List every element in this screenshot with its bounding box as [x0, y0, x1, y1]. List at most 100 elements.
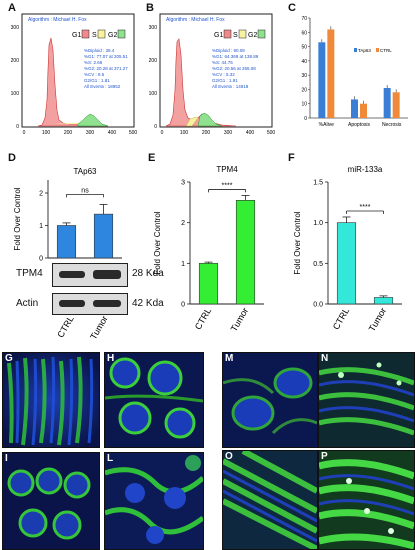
y-tick-label: 2: [39, 191, 43, 198]
legend-label: TAp63: [358, 48, 371, 53]
stat-line: %Diploid : 90.08: [212, 48, 245, 53]
blot-lane-labels: CTRL Tumor: [55, 314, 109, 341]
stat-line: All Events : 14918: [212, 84, 249, 89]
category-label: Necrosis: [382, 122, 402, 128]
y-tick: 200: [11, 58, 20, 64]
panel-label-i: I: [5, 453, 8, 464]
stat-line: %Diploid : 39.4: [84, 48, 115, 53]
panel-label-g: G: [5, 353, 13, 364]
panel-label-n: N: [321, 353, 329, 364]
bar: [336, 222, 357, 305]
stat-line: G2/G1 : 1.81: [84, 78, 110, 83]
tpm4-blot: [52, 263, 128, 287]
category-label: Tumor: [229, 306, 250, 333]
panel-label-f: F: [288, 152, 295, 164]
stat-line: %G1: 64.369 at 138.89: [212, 54, 259, 59]
stat-line: %S: 44.75: [212, 60, 233, 65]
x-tick: 500: [129, 130, 138, 136]
y-tick-label: 30: [301, 73, 307, 79]
panel-label-h: H: [107, 353, 115, 364]
x-tick: 200: [202, 130, 211, 136]
panel-label-p: P: [321, 451, 328, 462]
algorithm-label: Algorithm : Michael H. Fox: [166, 17, 225, 23]
x-tick: 400: [246, 130, 255, 136]
micrograph-o: [222, 450, 318, 550]
lane-label: CTRL: [55, 314, 75, 339]
micrograph-i: [2, 452, 100, 550]
x-tick: 100: [42, 130, 51, 136]
y-tick-label: 50: [301, 45, 307, 51]
bar: [56, 225, 77, 259]
y-tick-label: 1.0: [313, 220, 323, 227]
blot-row-size: 42 Kda: [132, 298, 164, 309]
micrograph-m: [222, 352, 318, 448]
y-tick-label: 70: [301, 16, 307, 22]
bar-ctrl: [360, 103, 367, 118]
panel-label-c: C: [288, 2, 296, 14]
stat-line: %G2: 20.56 at 265.08: [212, 66, 256, 71]
x-tick: 500: [267, 130, 276, 136]
x-tick: 400: [108, 130, 117, 136]
category-label: CTRL: [331, 306, 351, 331]
blot-band: [93, 270, 121, 279]
panel-label-d: D: [8, 152, 16, 164]
stat-line: G2/G1 : 1.91: [212, 78, 238, 83]
y-tick-label: 20: [301, 87, 307, 93]
legend-g1: G1: [214, 32, 223, 39]
stat-line: %G2: 20.28 at 371.27: [84, 66, 128, 71]
category-label: CTRL: [193, 306, 213, 331]
micrograph-l: [104, 452, 204, 550]
y-tick-label: 0: [39, 256, 43, 263]
legend-swatch: [376, 48, 379, 52]
micrograph-g: [2, 352, 100, 448]
bar: [198, 263, 219, 305]
blot-band: [93, 300, 121, 307]
y-axis-label: Fold Over Control: [293, 211, 302, 274]
y-tick-label: 3: [181, 180, 185, 187]
y-tick-label: 10: [301, 102, 307, 108]
significance-label: ****: [222, 182, 233, 189]
y-tick: 100: [11, 91, 20, 97]
y-tick-label: 0: [181, 302, 185, 309]
panel-label-b: B: [146, 2, 154, 14]
legend-g2: G2: [108, 32, 117, 39]
legend-s: S: [92, 32, 97, 39]
micrograph-p: [318, 450, 415, 550]
blot-row-label: Actin: [16, 298, 39, 309]
bar-tap63: [351, 99, 358, 118]
y-tick-label: 1.5: [313, 180, 323, 187]
y-tick: 0: [16, 124, 19, 130]
x-tick: 100: [180, 130, 189, 136]
y-tick-label: 0.0: [313, 302, 323, 309]
panel-label-l: L: [107, 453, 114, 464]
bar-ctrl: [327, 29, 335, 118]
x-tick: 0: [161, 130, 164, 136]
bar-tap63: [383, 88, 391, 118]
category-label: Tumor: [367, 306, 388, 333]
y-tick-label: 40: [301, 59, 307, 65]
stat-line: All Events : 18952: [84, 84, 121, 89]
stat-line: %G1: 77.07 at 205.51: [84, 54, 128, 59]
y-tick: 100: [149, 91, 158, 97]
legend-label: CTRL: [380, 48, 392, 53]
x-tick: 300: [86, 130, 95, 136]
legend-g1: G1: [72, 32, 81, 39]
bar-ctrl: [392, 92, 400, 118]
micrograph-n: [318, 352, 415, 448]
y-axis-label: Fold Over Control: [153, 211, 162, 274]
panel-label-o: O: [225, 451, 233, 462]
blot-band: [59, 300, 85, 307]
blot-band: [59, 271, 85, 278]
tap63-bar-chart: TAp63 Fold Over Control 0 1 2 ns: [13, 167, 122, 263]
legend-s: S: [233, 32, 238, 39]
flow-histogram-b: Algorithm : Michael H. Fox G1 S G2 %Dipl…: [149, 13, 276, 136]
actin-blot: [52, 293, 128, 315]
micrograph-h: [104, 352, 204, 448]
category-label: Apoptosis: [348, 122, 370, 128]
flow-histogram-a: Algorithm : Michael H. Fox G1 S G2 %Dipl…: [11, 13, 138, 136]
chart-title: miR-133a: [348, 165, 383, 174]
panel-label-a: A: [8, 2, 16, 14]
chart-title: TAp63: [74, 167, 98, 176]
bar-tap63: [318, 42, 326, 118]
x-tick: 200: [64, 130, 73, 136]
